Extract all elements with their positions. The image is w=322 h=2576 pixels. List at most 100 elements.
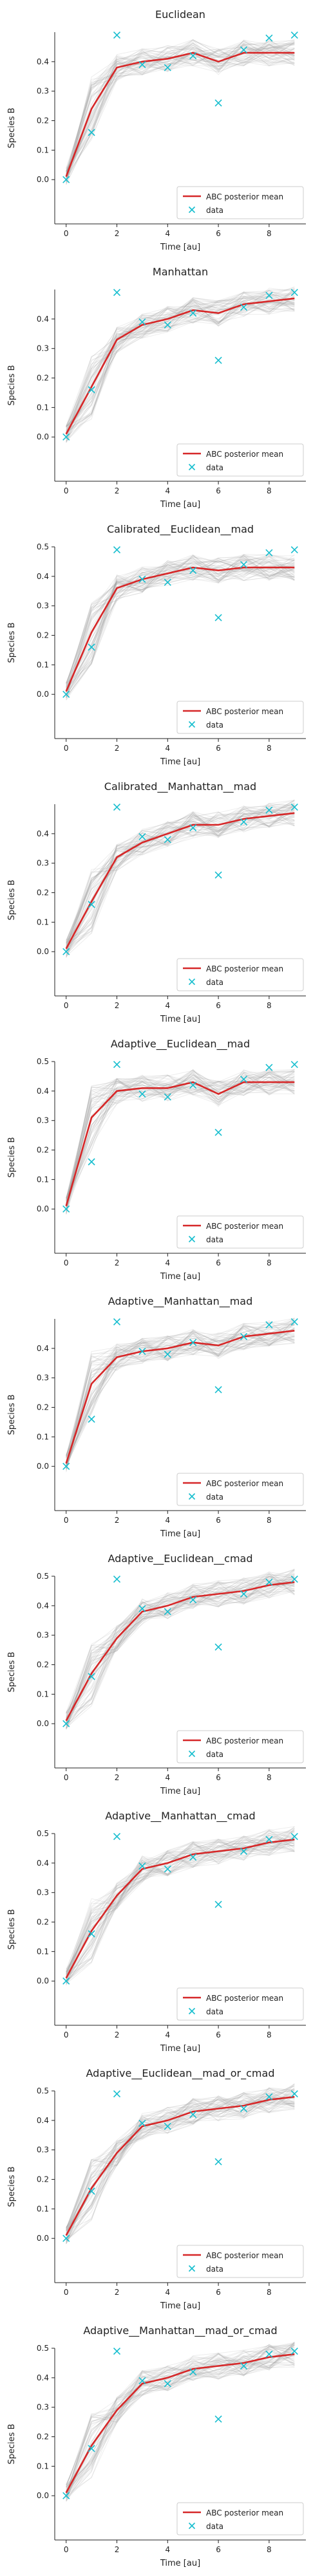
posterior-sample-line: [66, 1828, 295, 1983]
x-tick-label: 0: [64, 744, 69, 753]
posterior-sample-line: [66, 2088, 295, 2242]
posterior-sample-line: [66, 293, 295, 437]
x-tick-label: 0: [64, 486, 69, 495]
x-tick-label: 6: [216, 1258, 221, 1267]
posterior-sample-line: [66, 2364, 295, 2499]
posterior-sample-line: [66, 1829, 295, 1973]
posterior-sample-line: [66, 809, 295, 958]
posterior-sample-line: [66, 1323, 295, 1463]
posterior-sample-line: [66, 1576, 295, 1726]
posterior-sample-line: [66, 1074, 295, 1198]
x-axis-label: Time [au]: [160, 2044, 200, 2054]
x-tick-label: 6: [216, 2288, 221, 2297]
posterior-sample-line: [66, 2346, 295, 2498]
x-tick-label: 8: [267, 1001, 272, 1010]
posterior-sample-line: [66, 1082, 295, 1201]
posterior-sample-line: [66, 1575, 295, 1730]
posterior-sample-line: [66, 1069, 295, 1209]
posterior-sample-line: [66, 1077, 295, 1206]
posterior-sample-line: [66, 39, 295, 170]
x-tick-label: 0: [64, 1001, 69, 1010]
posterior-sample-line: [66, 43, 295, 179]
posterior-mean-line: [65, 1330, 295, 1464]
posterior-sample-line: [66, 1329, 295, 1465]
posterior-sample-line: [66, 810, 295, 951]
data-point-marker: [265, 34, 273, 42]
data-point-marker: [214, 356, 222, 364]
y-tick-label: 0.0: [37, 1462, 49, 1471]
posterior-sample-line: [66, 1578, 295, 1724]
posterior-sample-line: [66, 2092, 295, 2235]
data-point-marker: [189, 309, 197, 317]
chart-title: Calibrated__Manhattan__mad: [104, 780, 256, 793]
y-tick-label: 0.4: [37, 1859, 49, 1868]
x-tick-label: 2: [115, 1001, 120, 1010]
posterior-sample-line: [66, 40, 295, 172]
posterior-sample-band: [66, 1069, 295, 1215]
data-point-marker: [290, 546, 298, 554]
posterior-sample-line: [66, 814, 295, 958]
y-axis-label: Species B: [7, 365, 17, 405]
posterior-sample-line: [66, 1831, 295, 1978]
posterior-sample-line: [66, 560, 295, 698]
posterior-sample-line: [66, 2102, 295, 2236]
posterior-sample-line: [66, 2346, 295, 2488]
legend-box: [176, 701, 304, 734]
posterior-sample-line: [66, 289, 295, 439]
posterior-sample-line: [66, 39, 295, 183]
posterior-sample-line: [66, 2350, 295, 2496]
data-point-marker: [88, 1158, 95, 1166]
posterior-sample-line: [66, 555, 295, 684]
posterior-sample-line: [66, 1327, 295, 1458]
posterior-sample-line: [66, 46, 295, 172]
posterior-sample-line: [66, 1830, 295, 1978]
y-tick-label: 0.3: [37, 1631, 49, 1640]
x-tick-label: 4: [165, 1001, 170, 1010]
y-tick-label: 0.5: [37, 2086, 49, 2095]
x-tick-label: 8: [267, 2288, 272, 2297]
posterior-sample-line: [66, 1071, 295, 1206]
posterior-sample-line: [66, 42, 295, 173]
posterior-sample-line: [66, 2083, 295, 2244]
posterior-sample-line: [66, 2093, 295, 2240]
y-tick-label: 0.3: [37, 2403, 49, 2412]
posterior-sample-line: [66, 1324, 295, 1469]
posterior-sample-line: [66, 1830, 295, 1978]
data-point-marker: [138, 2377, 146, 2384]
x-tick-label: 0: [64, 1258, 69, 1267]
data-point-marker: [88, 386, 95, 394]
data-point-marker: [62, 176, 70, 183]
posterior-sample-line: [66, 2341, 295, 2489]
legend-box: [176, 1215, 304, 1249]
data-point-marker: [62, 1462, 70, 1470]
data-point-marker: [138, 575, 146, 583]
posterior-sample-line: [66, 1328, 295, 1464]
posterior-sample-line: [66, 2360, 295, 2497]
posterior-sample-line: [66, 44, 295, 172]
posterior-sample-line: [66, 804, 295, 950]
posterior-sample-line: [66, 810, 295, 943]
posterior-sample-line: [66, 2088, 295, 2244]
posterior-sample-line: [66, 1828, 295, 1974]
posterior-sample-line: [66, 2094, 295, 2238]
posterior-sample-line: [66, 811, 295, 955]
posterior-sample-line: [66, 1071, 295, 1202]
data-point-marker: [189, 1854, 197, 1861]
y-tick-label: 0.1: [37, 660, 49, 669]
legend-box: [176, 2502, 304, 2535]
posterior-sample-line: [66, 39, 295, 174]
data-point-marker: [164, 1608, 171, 1615]
data-point-marker: [214, 99, 222, 107]
x-tick-label: 4: [165, 744, 170, 753]
posterior-sample-line: [66, 42, 295, 184]
posterior-sample-line: [66, 295, 295, 443]
y-tick-label: 0.2: [37, 631, 49, 640]
data-point-marker: [113, 1318, 121, 1326]
posterior-sample-line: [66, 305, 295, 438]
posterior-sample-line: [66, 554, 295, 696]
posterior-sample-line: [66, 557, 295, 697]
posterior-sample-line: [66, 52, 295, 172]
posterior-sample-line: [66, 2104, 295, 2240]
posterior-sample-line: [66, 2350, 295, 2501]
posterior-sample-line: [66, 811, 295, 943]
